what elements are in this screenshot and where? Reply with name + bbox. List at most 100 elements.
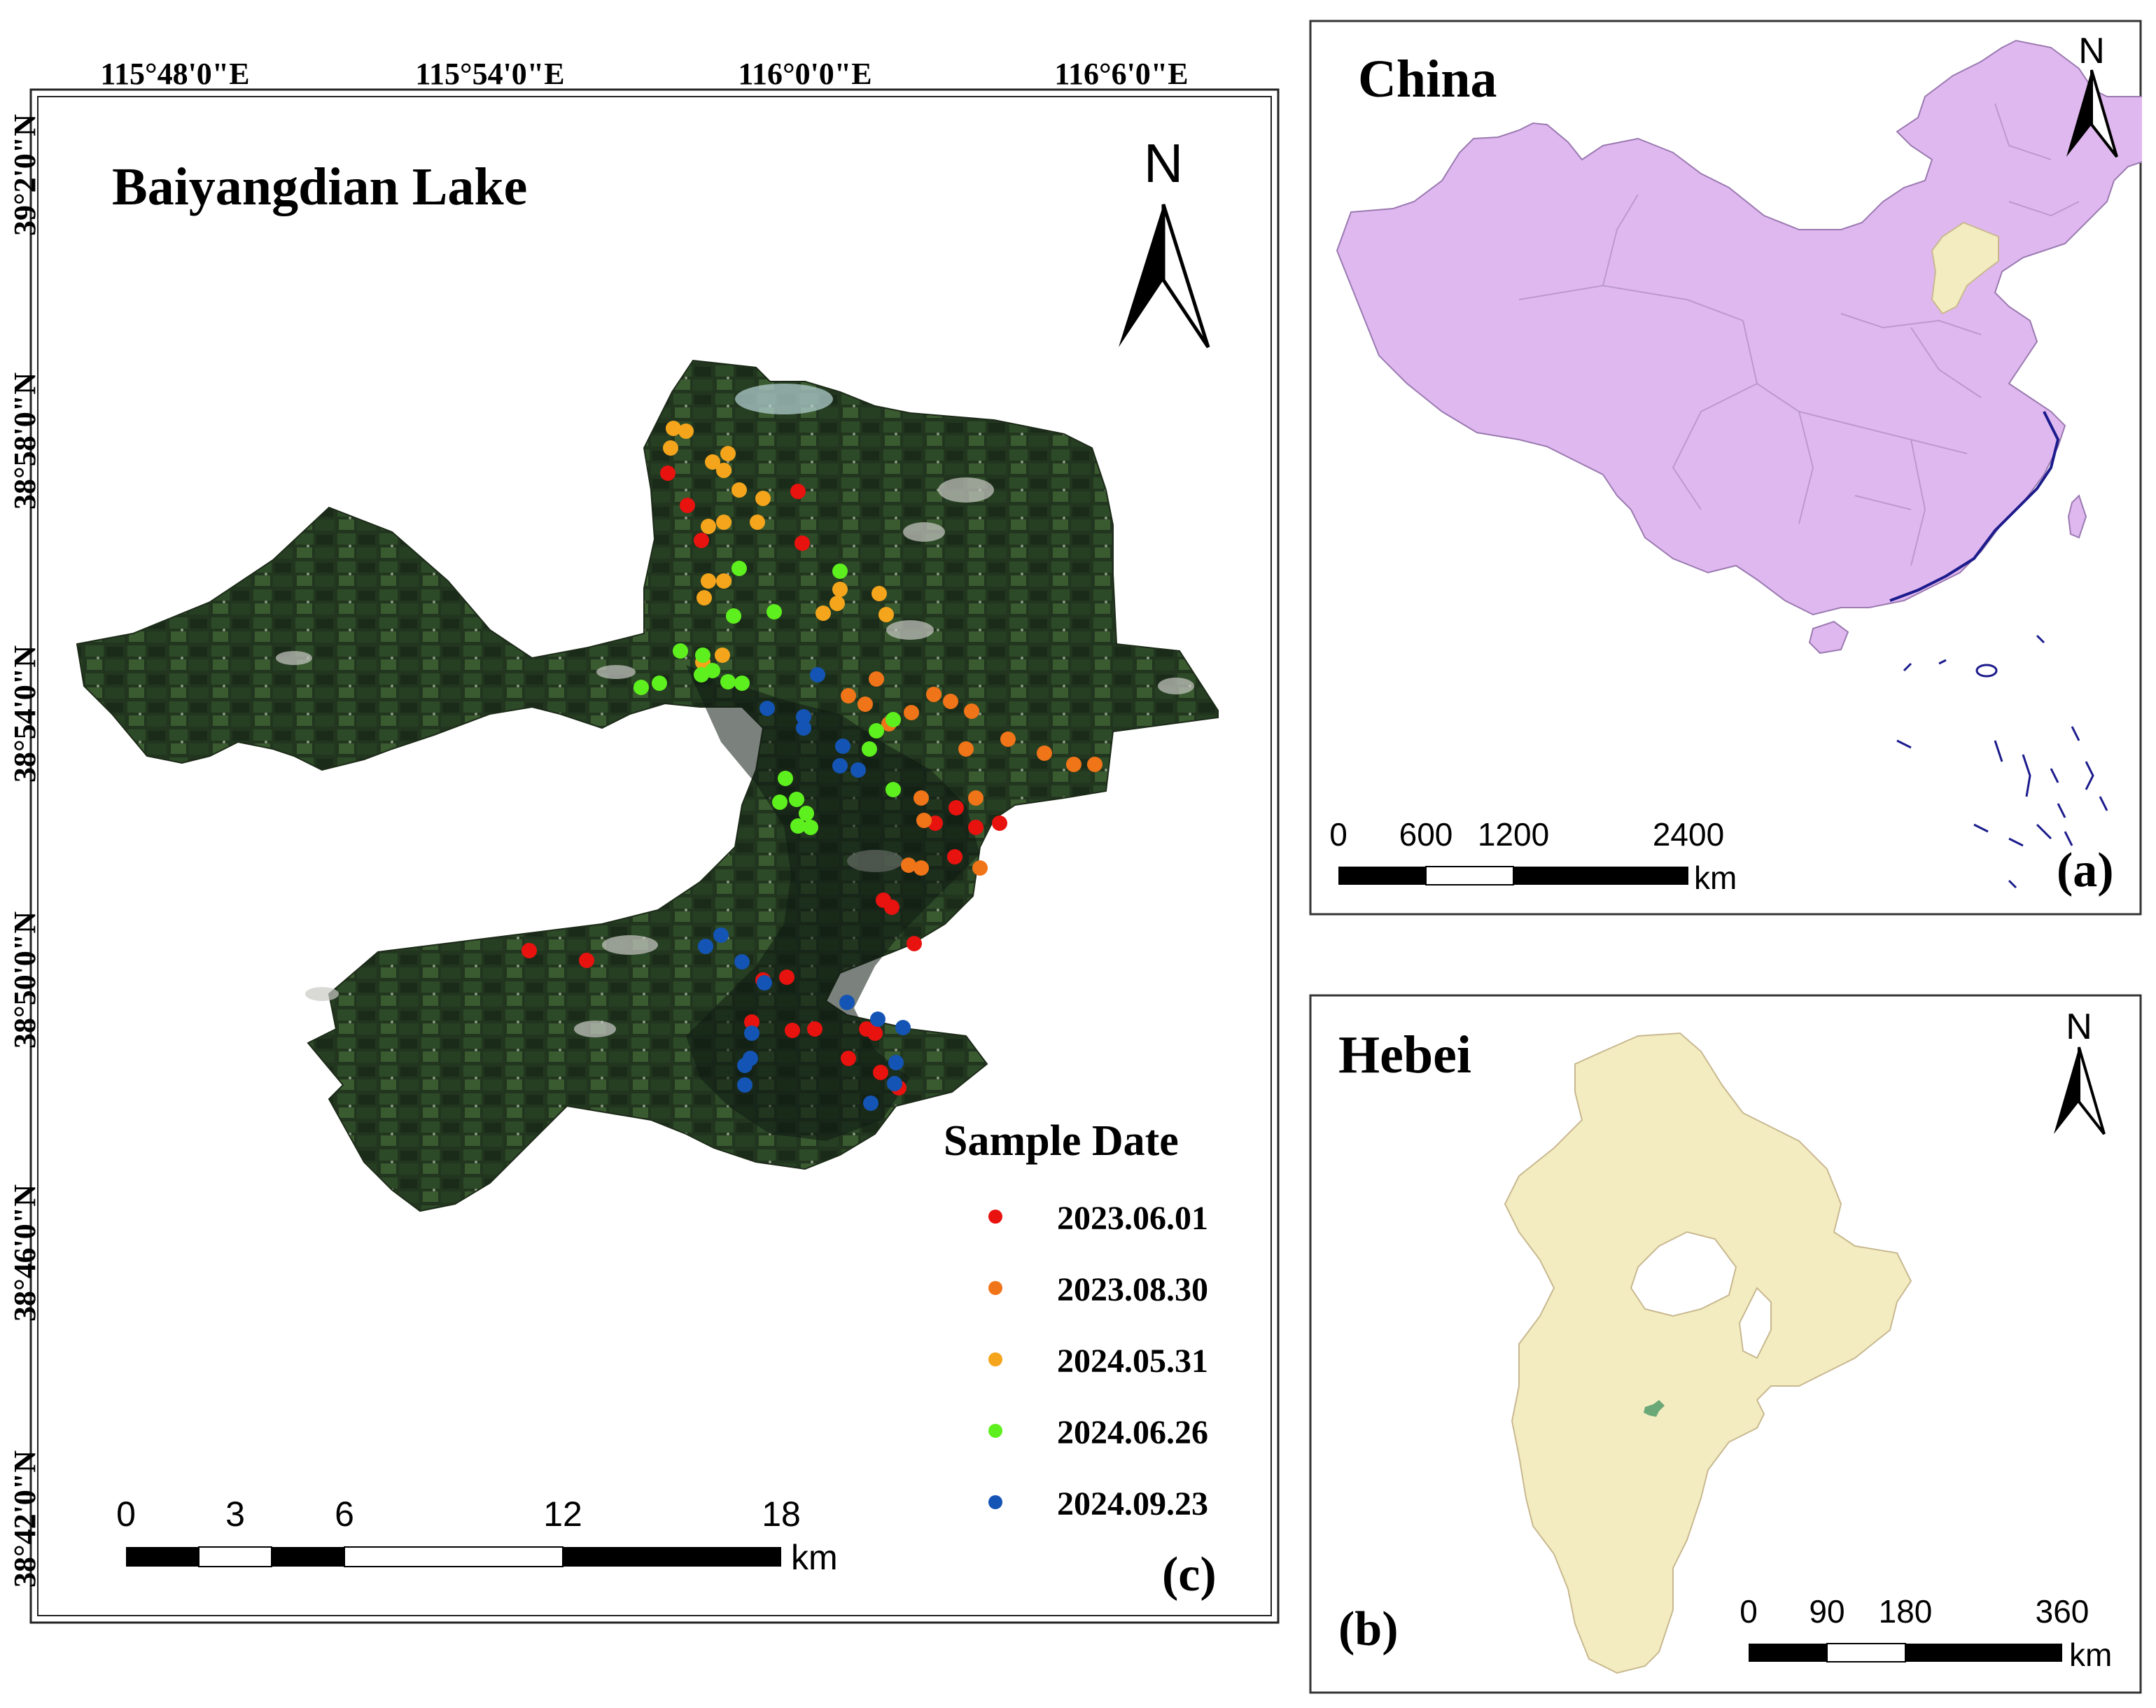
sample-point [832,758,848,774]
lat-label-1: 39°2'0"N [8,114,42,236]
legend-swatch [988,1495,1002,1509]
legend-label: 2024.09.23 [1057,1485,1208,1522]
baiyangdian-map-svg: 115°48'0"E 115°54'0"E 116°0'0"E 116°6'0"… [8,57,1280,1624]
hebei-scale-tick-0: 0 [1740,1593,1758,1630]
hebei-north-label: N [2066,1007,2092,1047]
sample-point [698,939,713,954]
hainan-island [1808,620,1849,654]
sample-point [964,704,979,719]
sample-point [830,596,845,611]
sample-point [832,564,848,579]
sample-point [972,860,988,876]
scale-tick-6: 6 [335,1494,354,1534]
sample-point [906,936,922,951]
sample-point [716,463,732,478]
sample-point [663,440,678,456]
legend-label: 2023.06.01 [1057,1200,1208,1237]
sample-point [701,519,716,534]
sample-point [884,899,899,915]
scale-tick-12: 12 [543,1494,582,1534]
panel-label-c: (c) [1162,1548,1217,1602]
hebei-scale-tick-90: 90 [1809,1593,1844,1630]
sample-point [666,421,681,436]
sample-point [862,741,877,757]
lake-satellite-region [76,359,1219,1212]
sample-point [803,820,818,835]
sample-point [695,648,710,663]
legend-title: Sample Date [944,1117,1179,1165]
sample-point [886,712,901,727]
sample-point [948,800,964,816]
sample-point [705,454,720,470]
sample-point [720,674,736,690]
sample-point [744,1026,760,1041]
scale-unit: km [791,1538,838,1577]
sample-point [869,671,884,687]
sample-point [916,813,932,828]
legend-swatch [988,1281,1002,1295]
sample-point [732,561,747,576]
sample-point [660,465,676,481]
sample-point [678,424,694,439]
sample-point [796,709,811,724]
north-arrow-icon: N [2066,31,2118,158]
lat-label-3: 38°54'0"N [8,645,42,783]
sample-point [839,995,855,1010]
sample-point [673,643,688,659]
panel-label-a: (a) [2057,844,2114,897]
sample-point [778,771,793,786]
sample-point [859,1021,874,1037]
hebei-province-highlight [1931,221,1999,315]
sample-point [766,604,782,620]
coastline [1889,411,2060,602]
sample-point [755,491,771,506]
sample-point [734,954,750,969]
sample-point [832,582,848,597]
sample-point [895,1020,911,1035]
sample-point [720,446,736,461]
sample-point [796,720,811,736]
map-title: Baiyangdian Lake [112,158,527,216]
sample-point [863,1096,878,1111]
sample-point [757,975,772,990]
baiyangdian-location-marker [1644,1400,1665,1417]
sample-point [869,723,884,738]
sample-point [785,1023,800,1038]
sample-point [873,1065,888,1080]
sample-date-legend: Sample Date 2023.06.01 2023.08.30 2024.0… [944,1117,1208,1522]
sample-point [841,688,856,704]
province-boundaries [1518,103,2080,566]
china-title: China [1358,50,1497,108]
sample-point [901,858,916,873]
hebei-map-svg: Hebei N 0 90 180 360 km (b) [1309,994,2142,1694]
sample-point [705,663,720,678]
sample-point [694,533,709,548]
legend-swatch [988,1352,1002,1366]
sample-point [716,514,732,530]
sample-point [737,1058,752,1073]
lon-label-1: 115°48'0"E [100,57,249,91]
hebei-scale-unit: km [2069,1637,2112,1673]
scale-tick-18: 18 [762,1494,801,1534]
china-north-label: N [2078,31,2105,71]
china-scale-tick-1200: 1200 [1478,816,1549,853]
north-arrow-icon: N [2054,1007,2106,1135]
sample-point [760,701,775,716]
legend-item: 2024.06.26 [988,1414,1208,1451]
sample-point [926,687,941,702]
sample-point [790,484,806,499]
lon-label-4: 116°6'0"E [1054,57,1188,91]
sample-point [807,1021,822,1037]
sample-point [858,696,873,712]
sample-point [680,498,695,513]
hebei-scale-tick-180: 180 [1879,1593,1933,1630]
hebei-scale-tick-360: 360 [2036,1593,2090,1630]
panel-b-hebei-map: Hebei N 0 90 180 360 km (b) [1309,994,2142,1694]
sample-point [701,573,716,589]
sample-point [947,849,962,864]
lat-label-6: 38°42'0"N [8,1450,42,1588]
sample-point [789,792,804,807]
sample-point [878,607,894,622]
map-inner-frame [37,96,1272,1616]
scale-bar: 0 3 6 12 18 km [116,1494,838,1577]
